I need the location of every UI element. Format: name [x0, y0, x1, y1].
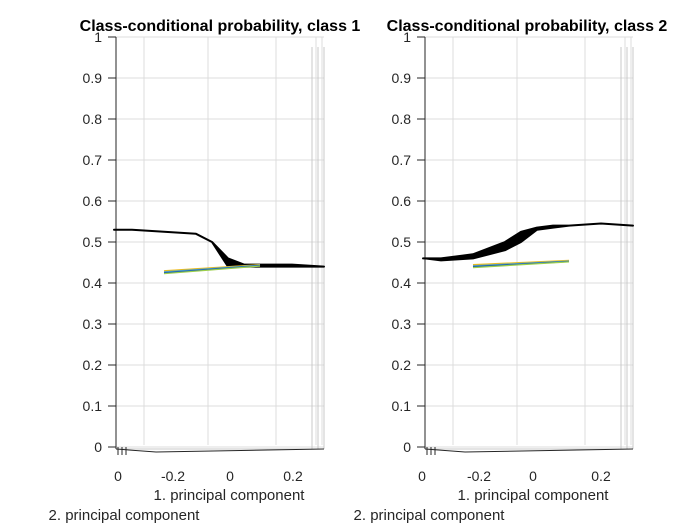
y-axis	[115, 448, 157, 453]
x-axis-label: 1. principal component	[458, 487, 610, 504]
x-tick-label: 0	[529, 468, 537, 484]
z-tick-label: 0.2	[83, 357, 103, 373]
y-axis-label: 2. principal component	[49, 507, 201, 524]
contour-line	[472, 261, 570, 269]
x-axis	[464, 448, 634, 453]
z-tick-label: 0.6	[83, 193, 103, 209]
z-tick-label: 0.8	[392, 111, 412, 127]
x-tick-label: 0.2	[591, 468, 611, 484]
subplot-class-1: 0 0.1 0.2 0.3 0.4 0.5 0.6 0.7 0.8 0.9 1 -0.2 0 0.2 0 Cl…	[49, 18, 361, 524]
chart-title: Class-conditional probability, class 1	[80, 18, 361, 35]
z-tick-label: 0.8	[83, 111, 103, 127]
y-tick-label: 0	[114, 468, 122, 484]
subplot-class-2: 0 0.1 0.2 0.3 0.4 0.5 0.6 0.7 0.8 0.9 1 -0.2 0 0.2 0 Cl…	[354, 18, 668, 524]
y-axis	[424, 448, 466, 453]
z-tick-label: 1	[403, 29, 411, 45]
x-axis-label: 1. principal component	[154, 487, 306, 504]
z-tick-label: 0.3	[392, 316, 412, 332]
x-tick-label: -0.2	[467, 468, 491, 484]
z-tick-label: 0.6	[392, 193, 412, 209]
x-tick-label: 0.2	[283, 468, 303, 484]
x-tick-label: 0	[226, 468, 234, 484]
z-tick-label: 0.4	[83, 275, 103, 291]
probability-surface	[422, 222, 634, 262]
z-tick-label: 0	[94, 439, 102, 455]
z-tick-label: 0.2	[392, 357, 412, 373]
z-tick-label: 0.4	[392, 275, 412, 291]
contour-line	[163, 265, 261, 275]
chart-title: Class-conditional probability, class 2	[387, 18, 668, 35]
z-tick-label: 0.9	[83, 70, 103, 86]
z-tick-label: 0.5	[392, 234, 412, 250]
z-tick-label: 0.1	[392, 398, 412, 414]
z-tick-label: 0.1	[83, 398, 103, 414]
x-axis	[155, 448, 325, 453]
z-tick-label: 0.7	[83, 152, 103, 168]
z-tick-label: 0.5	[83, 234, 103, 250]
z-tick-label: 0.7	[392, 152, 412, 168]
x-tick-label: -0.2	[161, 468, 185, 484]
z-tick-label: 0.9	[392, 70, 412, 86]
y-tick-label: 0	[418, 468, 426, 484]
z-tick-label: 0.3	[83, 316, 103, 332]
z-tick-label: 1	[94, 29, 102, 45]
z-tick-label: 0	[403, 439, 411, 455]
probability-surface	[113, 228, 325, 268]
y-axis-label: 2. principal component	[354, 507, 506, 524]
